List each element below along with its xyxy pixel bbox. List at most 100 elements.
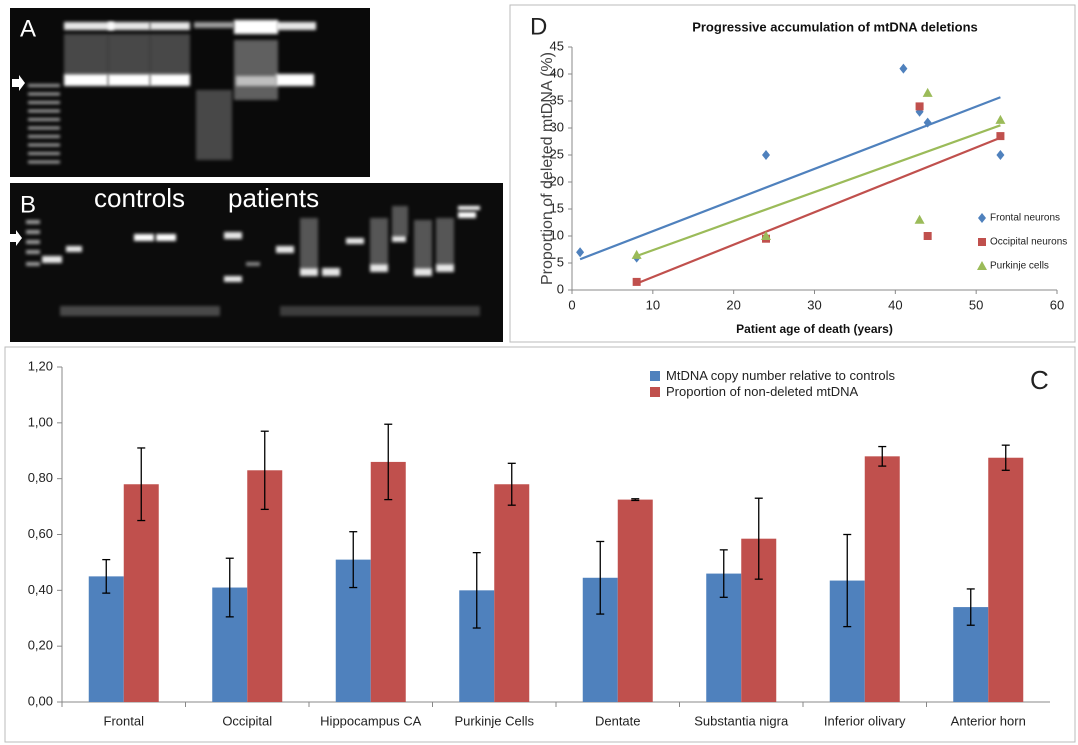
panel-frame	[4, 346, 1076, 743]
legend-swatch	[977, 261, 987, 270]
trendline	[636, 124, 1001, 258]
y-tick-label: 5	[557, 254, 564, 269]
gel-bands	[26, 20, 480, 316]
ladder-band	[28, 92, 60, 96]
y-tick-label: 0,40	[28, 582, 53, 597]
legend-swatch	[650, 387, 660, 397]
gel-band	[280, 306, 480, 316]
point	[996, 132, 1005, 141]
x-tick-label: 60	[1050, 297, 1064, 312]
bar	[494, 484, 530, 702]
gel-band	[234, 20, 278, 34]
gel-band	[276, 74, 314, 86]
legend-label: Frontal neurons	[990, 213, 1060, 224]
gel-band	[224, 276, 242, 282]
bar	[617, 499, 653, 702]
gel-band	[276, 246, 294, 253]
legend: MtDNA copy number relative to controls Pr…	[650, 368, 910, 400]
bar	[88, 576, 124, 702]
point	[922, 87, 933, 97]
gel-band	[458, 212, 476, 218]
gel-band	[246, 262, 260, 266]
x-tick-label: Substantia nigra	[694, 713, 789, 728]
trendline	[579, 96, 1001, 261]
x-tick-label: 10	[646, 297, 660, 312]
gel-band	[392, 206, 408, 236]
ladder-band	[28, 118, 60, 121]
y-tick-label: 35	[550, 92, 564, 107]
ladder-band	[28, 135, 60, 138]
arrow	[10, 230, 22, 246]
gel-band	[66, 246, 82, 252]
gel-band	[150, 34, 190, 74]
legend-label: Proportion of non-deleted mtDNA	[666, 384, 859, 399]
y-tick-label: 1,20	[28, 358, 53, 373]
y-tick-label: 1,00	[28, 414, 53, 429]
panel-label: A	[20, 15, 36, 42]
legend-label: Purkinje cells	[990, 261, 1049, 272]
point	[996, 150, 1005, 160]
y-tick-label: 40	[550, 65, 564, 80]
gel-band	[156, 234, 176, 241]
point	[576, 247, 585, 258]
gel-band	[234, 40, 278, 100]
y-tick-label: 30	[550, 119, 564, 134]
point	[632, 277, 641, 286]
x-tick-label: Inferior olivary	[824, 713, 906, 728]
x-axis-label: Patient age of death (years)	[736, 322, 893, 336]
panel-label: C	[1030, 365, 1049, 395]
y-tick-label: 15	[550, 200, 564, 215]
gel-a	[10, 8, 370, 177]
gel-band	[108, 34, 150, 74]
y-tick-label: 45	[550, 38, 564, 53]
gel-band	[458, 206, 480, 210]
panel-frame	[509, 4, 1076, 343]
gel-band	[436, 264, 454, 272]
point	[631, 249, 642, 259]
ladder-band	[28, 126, 60, 130]
gel-band	[42, 256, 62, 263]
bar	[370, 461, 406, 702]
point	[995, 114, 1006, 124]
gel-band	[300, 268, 318, 276]
gel-band	[194, 22, 234, 28]
bar	[864, 456, 900, 702]
bar	[988, 457, 1024, 702]
gel-band	[224, 232, 242, 239]
y-tick-label: 0,80	[28, 470, 53, 485]
x-tick-label: Hippocampus CA	[320, 713, 421, 728]
gel-band	[414, 220, 432, 268]
y-tick-label: 0,00	[28, 693, 53, 708]
x-tick-label: Purkinje Cells	[455, 713, 535, 728]
trendline	[636, 136, 1001, 285]
panel-label: D	[530, 13, 547, 40]
ladder-band	[28, 109, 60, 113]
gel-annotation: patients	[228, 183, 319, 213]
gel-band	[196, 90, 232, 160]
legend-swatch	[978, 238, 986, 246]
gel-band	[64, 74, 108, 86]
x-tick-label: Anterior horn	[951, 713, 1026, 728]
point	[915, 102, 924, 111]
gel-band	[370, 264, 388, 272]
gel-band	[414, 268, 432, 276]
y-tick-label: 25	[550, 146, 564, 161]
gel-annotation: controls	[94, 183, 185, 213]
point	[899, 63, 908, 74]
point	[914, 214, 925, 224]
gel-band	[276, 22, 316, 30]
gel-band	[26, 230, 40, 234]
gel-band	[436, 218, 454, 264]
gel-band	[64, 34, 108, 74]
x-tick-label: Dentate	[595, 713, 641, 728]
legend-swatch	[650, 371, 660, 381]
ladder-band	[28, 84, 60, 87]
gel-band	[300, 218, 318, 268]
point	[761, 231, 771, 240]
gel-band	[392, 236, 406, 242]
legend-swatch	[978, 213, 986, 223]
gel-band	[26, 250, 40, 254]
gel-band	[26, 220, 40, 224]
gel-band	[322, 268, 340, 276]
